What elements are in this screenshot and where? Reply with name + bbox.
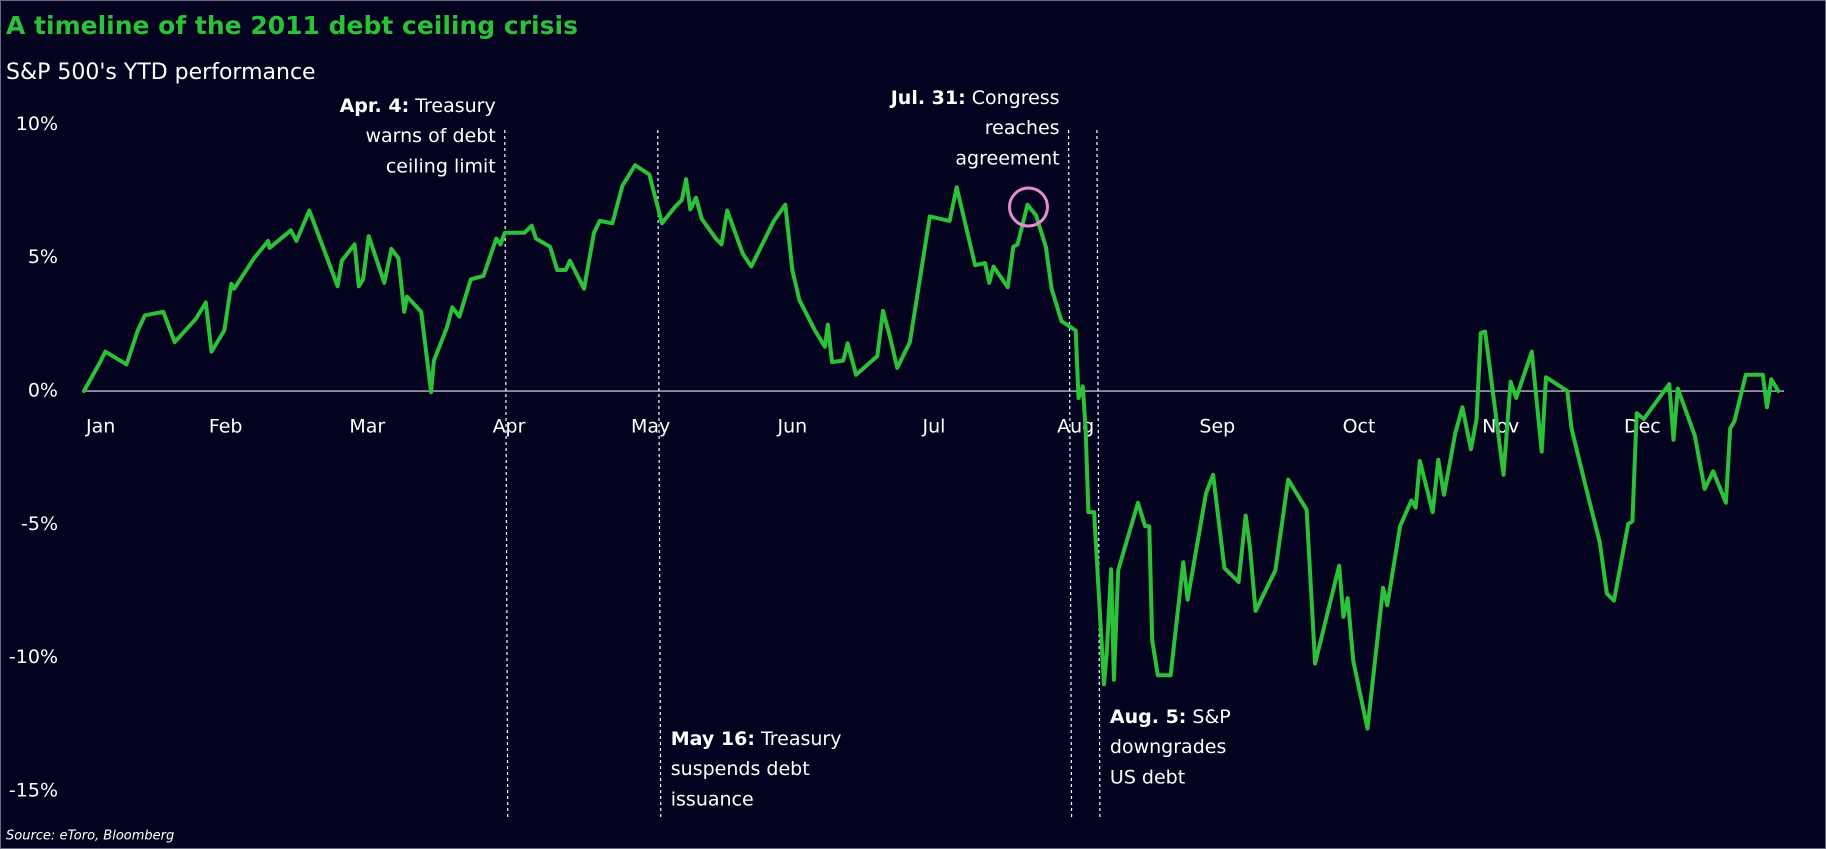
highlight-circle — [1008, 186, 1049, 228]
annotation-line: S&P — [1192, 706, 1230, 728]
performance-line — [82, 163, 1781, 731]
x-tick-label: Mar — [349, 416, 385, 438]
x-tick-label: Feb — [209, 416, 243, 438]
annotation-text: downgrades — [1110, 736, 1226, 758]
x-tick-label: Nov — [1482, 416, 1519, 438]
y-tick-label: 10% — [16, 113, 58, 135]
x-tick-label: Jan — [85, 416, 115, 438]
event-line — [504, 129, 509, 819]
annotation-date: Aug. 5: — [1110, 706, 1186, 728]
annotation-text: Jul. 31: Congress — [889, 87, 1060, 109]
y-tick-label: -10% — [9, 646, 58, 668]
y-tick-label: -5% — [21, 513, 58, 535]
source-note: Source: eToro, Bloomberg — [6, 829, 174, 844]
chart-subtitle: S&P 500's YTD performance — [6, 60, 316, 85]
annotation-text: ceiling limit — [386, 156, 496, 178]
annotation-text: Aug. 5: S&P — [1110, 706, 1231, 728]
annotation-date: Apr. 4: — [340, 95, 410, 117]
x-tick-label: Dec — [1624, 416, 1661, 438]
annotation-date: Jul. 31: — [889, 87, 966, 109]
annotation-text: Apr. 4: Treasury — [340, 95, 496, 117]
annotation-text: reaches — [985, 117, 1060, 139]
annotation-text: issuance — [671, 789, 754, 811]
x-tick-label: Sep — [1199, 416, 1235, 438]
y-tick-label: 5% — [28, 246, 58, 268]
x-tick-label: Oct — [1343, 416, 1376, 438]
x-tick-label: Jul — [922, 416, 946, 438]
annotation-text: May 16: Treasury — [671, 728, 842, 750]
chart-title: A timeline of the 2011 debt ceiling cris… — [6, 11, 578, 40]
annotation-date: May 16: — [671, 728, 755, 750]
y-tick-label: 0% — [28, 380, 58, 402]
event-line — [1067, 129, 1073, 819]
annotation-line: Congress — [972, 87, 1060, 109]
annotation-line: Treasury — [414, 95, 496, 117]
x-tick-label: May — [631, 416, 670, 438]
annotation-text: agreement — [955, 148, 1059, 170]
y-tick-label: -15% — [9, 780, 58, 802]
event-line — [1096, 129, 1101, 819]
x-tick-label: Apr — [493, 416, 526, 438]
x-tick-label: Jun — [776, 416, 807, 438]
annotation-text: suspends debt — [671, 758, 810, 780]
annotation-text: US debt — [1110, 767, 1185, 789]
annotation-text: warns of debt — [365, 125, 495, 147]
x-tick-label: Aug — [1057, 416, 1094, 438]
event-line — [657, 129, 662, 819]
annotation-line: Treasury — [760, 728, 842, 750]
